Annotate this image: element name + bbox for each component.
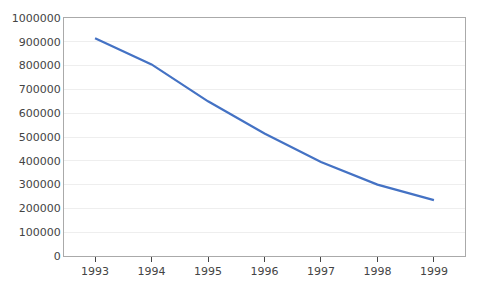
svg-text:1998: 1998 xyxy=(363,265,391,278)
svg-text:100000: 100000 xyxy=(19,226,61,239)
svg-text:1993: 1993 xyxy=(81,265,109,278)
svg-text:600000: 600000 xyxy=(19,107,61,120)
svg-text:800000: 800000 xyxy=(19,59,61,72)
svg-text:200000: 200000 xyxy=(19,202,61,215)
svg-text:700000: 700000 xyxy=(19,83,61,96)
svg-text:400000: 400000 xyxy=(19,155,61,168)
svg-text:1996: 1996 xyxy=(251,265,279,278)
svg-text:1999: 1999 xyxy=(420,265,448,278)
svg-text:500000: 500000 xyxy=(19,131,61,144)
svg-text:900000: 900000 xyxy=(19,36,61,49)
svg-text:1994: 1994 xyxy=(138,265,166,278)
svg-text:0: 0 xyxy=(54,250,61,263)
svg-text:1997: 1997 xyxy=(307,265,335,278)
svg-text:300000: 300000 xyxy=(19,178,61,191)
svg-text:1000000: 1000000 xyxy=(12,12,61,25)
svg-text:1995: 1995 xyxy=(194,265,222,278)
